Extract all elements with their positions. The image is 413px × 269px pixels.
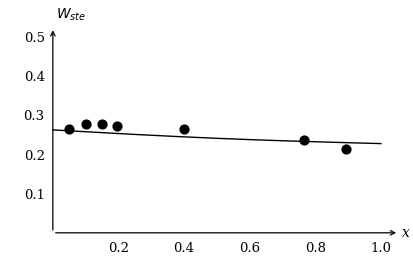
Text: x: x <box>402 226 410 240</box>
Text: $W_{ste}$: $W_{ste}$ <box>56 7 86 23</box>
Point <box>99 122 105 126</box>
Point <box>343 147 350 151</box>
Point <box>82 122 89 126</box>
Point <box>66 127 73 131</box>
Point <box>301 138 307 142</box>
Point <box>181 127 188 131</box>
Point <box>114 124 120 129</box>
